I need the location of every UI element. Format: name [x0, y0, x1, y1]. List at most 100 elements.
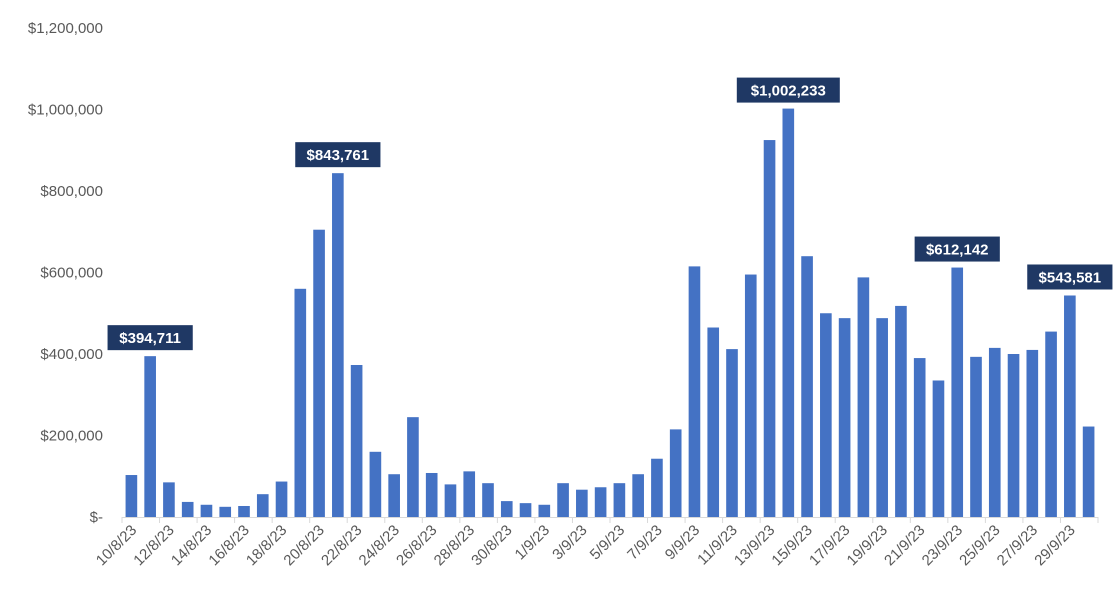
x-tick-label: 12/8/23	[130, 522, 177, 569]
x-tick-label: 7/9/23	[624, 522, 666, 564]
bar	[876, 318, 888, 517]
value-annotation: $612,142	[914, 236, 1000, 262]
bar	[951, 267, 964, 517]
value-annotations: $394,711 $843,761 $1,002,233 $612,142 $543,5…	[107, 77, 1113, 351]
bar	[369, 451, 382, 517]
bar	[482, 483, 494, 517]
bar	[857, 277, 870, 517]
bar	[576, 489, 588, 517]
bar	[500, 501, 513, 517]
x-tick-label: 15/9/23	[768, 522, 815, 569]
annotation-box	[107, 325, 193, 351]
y-tick-label: $200,000	[40, 428, 103, 445]
x-tick-label: 19/9/23	[844, 522, 891, 569]
bar	[125, 475, 138, 517]
y-tick-label: $-	[90, 509, 103, 526]
bar	[707, 327, 720, 517]
bar	[669, 429, 682, 517]
x-tick-label: 5/9/23	[587, 522, 629, 564]
x-tick-label: 1/9/23	[512, 522, 554, 564]
x-tick-label: 27/9/23	[994, 522, 1041, 569]
bar	[444, 484, 457, 517]
y-tick-label: $600,000	[40, 265, 103, 282]
value-annotation: $394,711	[107, 325, 193, 351]
x-axis-tick-labels: 10/8/2312/8/2314/8/2316/8/2318/8/2320/8/…	[93, 522, 1079, 569]
bar	[651, 458, 663, 517]
annotation-label: $1,002,233	[751, 83, 826, 100]
bar	[463, 471, 476, 517]
bar	[688, 266, 701, 517]
bar	[988, 347, 1001, 517]
x-tick-label: 14/8/23	[168, 522, 215, 569]
annotation-label: $394,711	[119, 330, 181, 347]
bar	[744, 274, 757, 517]
bar	[407, 417, 419, 517]
annotation-label: $843,761	[307, 147, 370, 164]
x-axis-tick-marks	[121, 517, 1099, 523]
bar	[181, 501, 194, 517]
bar	[763, 140, 776, 517]
bar	[388, 474, 400, 517]
bar	[557, 483, 569, 517]
bar	[332, 173, 344, 517]
annotation-box	[295, 142, 381, 168]
bar	[294, 288, 307, 517]
annotation-label: $543,581	[1039, 269, 1102, 286]
x-tick-label: 22/8/23	[318, 522, 365, 569]
bar	[970, 356, 982, 517]
bar	[838, 318, 851, 517]
bar	[782, 108, 795, 517]
bar	[275, 481, 288, 517]
x-tick-label: 10/8/23	[93, 522, 140, 569]
x-tick-label: 29/9/23	[1031, 522, 1078, 569]
x-tick-label: 23/9/23	[919, 522, 966, 569]
bar	[144, 356, 156, 517]
x-tick-label: 24/8/23	[356, 522, 403, 569]
y-tick-label: $1,000,000	[28, 102, 103, 119]
x-tick-label: 26/8/23	[393, 522, 440, 569]
bar	[913, 358, 926, 517]
bar	[519, 503, 532, 517]
bar	[895, 305, 907, 517]
x-tick-label: 20/8/23	[280, 522, 327, 569]
bar	[425, 472, 438, 517]
value-annotation: $543,581	[1027, 264, 1113, 290]
annotation-label: $612,142	[926, 242, 989, 259]
bar	[219, 506, 232, 517]
bar	[632, 474, 644, 517]
bar	[613, 483, 626, 517]
bar	[1026, 349, 1039, 517]
bar	[1064, 295, 1076, 517]
x-tick-label: 18/8/23	[243, 522, 290, 569]
bar	[594, 487, 607, 517]
y-tick-label: $400,000	[40, 346, 103, 363]
x-tick-label: 21/9/23	[881, 522, 928, 569]
bar	[163, 482, 175, 517]
x-tick-label: 16/8/23	[205, 522, 252, 569]
y-tick-label: $800,000	[40, 183, 103, 200]
x-tick-label: 3/9/23	[549, 522, 591, 564]
bar	[238, 505, 250, 517]
bar	[932, 380, 945, 517]
x-tick-label: 30/8/23	[468, 522, 515, 569]
bar	[820, 313, 832, 517]
bar	[1007, 354, 1020, 517]
x-tick-label: 17/9/23	[806, 522, 853, 569]
bar	[313, 229, 325, 517]
x-tick-label: 13/9/23	[731, 522, 778, 569]
bar	[801, 256, 813, 517]
bar	[538, 504, 551, 517]
bar	[1045, 331, 1057, 517]
bar-series	[125, 108, 1095, 517]
annotation-box	[1027, 264, 1113, 290]
bar	[350, 365, 363, 517]
value-annotation: $843,761	[295, 142, 381, 168]
bar	[726, 349, 738, 517]
y-tick-label: $1,200,000	[28, 20, 103, 37]
x-tick-label: 28/8/23	[431, 522, 478, 569]
annotation-box	[914, 236, 1000, 262]
bar	[200, 504, 213, 517]
bar	[1082, 426, 1095, 517]
y-axis-tick-labels: $- $200,000 $400,000 $600,000 $800,000 $1,000…	[28, 20, 103, 526]
